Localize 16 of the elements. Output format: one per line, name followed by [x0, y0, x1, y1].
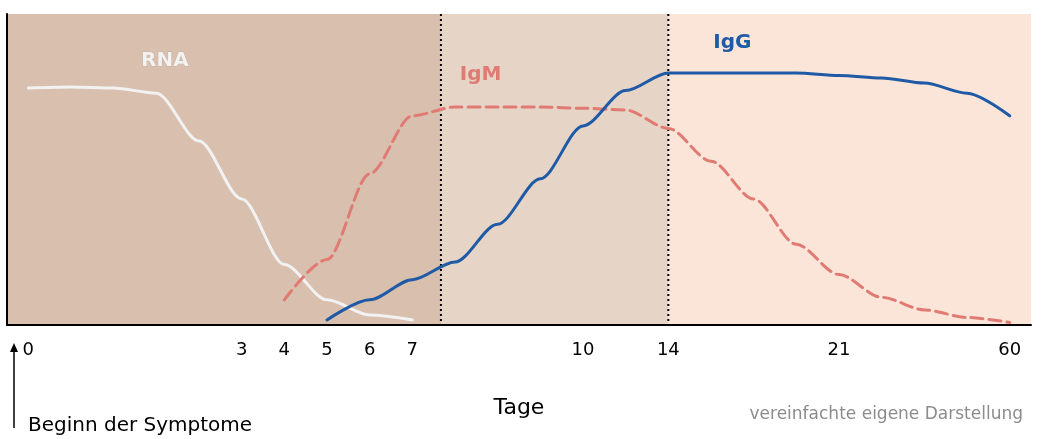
x-tick-label: 60 [998, 337, 1022, 359]
x-tick-label: 21 [827, 337, 851, 359]
x-tick-label: 6 [363, 337, 376, 359]
x-tick-label: 5 [321, 337, 333, 359]
x-tick-label: 7 [406, 337, 419, 359]
x-tick-label: 0 [22, 337, 35, 359]
series-label: IgG [713, 28, 752, 53]
series-label: IgM [459, 61, 502, 85]
x-axis-title: Tage [492, 393, 545, 419]
series-label: RNA [141, 47, 190, 72]
text: vereinfachte eigene Darstellung [749, 402, 1024, 423]
x-tick-label: 10 [571, 337, 595, 359]
x-tick-label: 3 [235, 337, 248, 359]
x-tick-label: 4 [278, 337, 291, 359]
x-tick-label: 14 [656, 337, 680, 359]
text: Beginn der Symptome [28, 412, 253, 436]
